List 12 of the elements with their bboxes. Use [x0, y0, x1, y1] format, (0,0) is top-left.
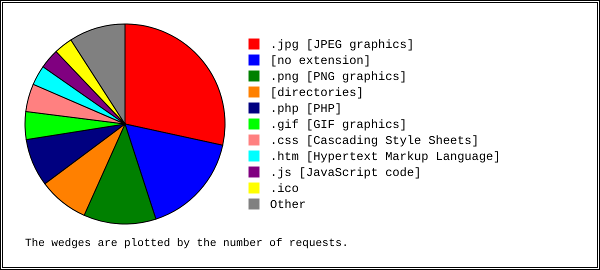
- legend-label: Other: [270, 198, 306, 212]
- legend-label: .jpg [JPEG graphics]: [270, 38, 414, 52]
- legend-label: .ico: [270, 182, 299, 196]
- legend-label: .css [Cascading Style Sheets]: [270, 134, 479, 148]
- legend-label: [directories]: [270, 86, 364, 100]
- legend-label: .htm [Hypertext Markup Language]: [270, 150, 500, 164]
- legend-label: .gif [GIF graphics]: [270, 118, 407, 132]
- legend-label: .js [JavaScript code]: [270, 166, 422, 180]
- legend-label: .png [PNG graphics]: [270, 70, 407, 84]
- legend-label: [no extension]: [270, 54, 371, 68]
- legend-label: .php [PHP]: [270, 102, 342, 116]
- text: The wedges are plotted by the number of requests.: [25, 238, 348, 250]
